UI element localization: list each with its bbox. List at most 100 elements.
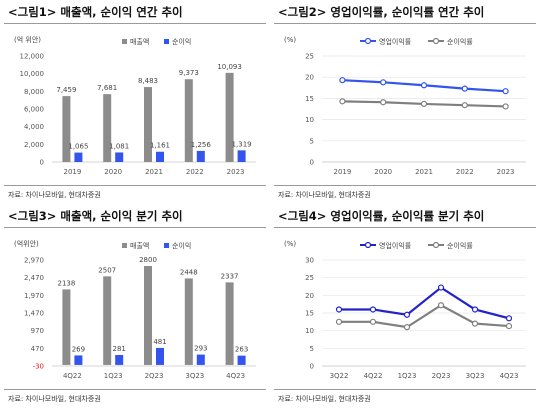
net-income-data-label: 1,319 <box>232 140 252 148</box>
legend-label-net-income: 순이익 <box>172 37 191 46</box>
legend-swatch-revenue <box>122 39 127 44</box>
x-tick-label: 2022 <box>456 168 474 176</box>
x-tick-label: 2020 <box>104 168 122 176</box>
revenue-bar <box>144 87 152 162</box>
source-note: 자료: 차이나모바일, 현대차증권 <box>8 191 101 199</box>
x-tick-label: 1Q23 <box>398 372 417 380</box>
net-margin-point <box>471 320 479 327</box>
legend-label-revenue: 매출액 <box>130 241 149 250</box>
x-tick-label: 3Q23 <box>185 372 204 380</box>
chart-title: <그림2> 영업이익률, 순이익률 연간 추이 <box>278 5 485 19</box>
legend-label-net-margin: 순이익률 <box>447 37 473 46</box>
net-income-data-label: 293 <box>194 345 207 353</box>
revenue-bar <box>225 72 234 162</box>
y-tick-label: 10 <box>305 327 314 335</box>
operating-margin-point <box>502 88 509 95</box>
legend-label-net-income: 순이익 <box>172 241 191 250</box>
operating-margin-point <box>335 306 343 313</box>
y-tick-label: 10 <box>305 116 314 124</box>
y-tick-label: 20 <box>305 292 314 300</box>
x-tick-label: 4Q22 <box>63 372 82 380</box>
net-income-data-label: 269 <box>72 345 85 353</box>
x-tick-label: 2021 <box>415 168 433 176</box>
quarterly-margin-chart: (%) 0 5 10 15 20 25 30 3Q22 4Q22 1Q23 2Q23 3Q23 4Q23 영… <box>284 240 526 380</box>
net-income-bar <box>74 355 83 365</box>
net-income-data-label: 1,081 <box>109 142 129 150</box>
legend-label-operating-margin: 영업이익률 <box>379 241 412 250</box>
net-income-bar <box>237 150 246 162</box>
revenue-bar <box>62 289 71 365</box>
revenue-bar <box>103 276 112 365</box>
y-tick-label: 15 <box>305 310 314 318</box>
x-tick-label: 4Q23 <box>500 372 519 380</box>
revenue-data-label: 2337 <box>221 272 239 280</box>
y-tick-label: 15 <box>305 95 314 103</box>
revenue-bar <box>103 94 112 162</box>
x-tick-label: 3Q23 <box>466 372 485 380</box>
revenue-bar <box>225 282 234 365</box>
net-income-bar <box>237 355 246 365</box>
net-income-bar <box>115 355 124 365</box>
y-tick-label: 8,000 <box>24 88 44 96</box>
net-margin-point <box>420 100 428 108</box>
source-note: 자료: 차이나모바일, 현대차증권 <box>8 395 101 403</box>
y-tick-label: 2,470 <box>24 274 44 282</box>
y-tick-label: 4,000 <box>24 123 44 131</box>
revenue-data-label: 2800 <box>139 256 157 264</box>
operating-margin-point <box>339 77 346 84</box>
x-tick-label: 2019 <box>63 168 81 176</box>
source-divider <box>4 389 266 390</box>
x-tick-label: 2022 <box>186 168 204 176</box>
quarterly-revenue-net-income-chart: (억위안) -30 470 970 1,470 1,970 2,470 2,970 4Q22 1Q… <box>14 239 256 380</box>
operating-margin-line <box>339 286 510 320</box>
source-divider <box>274 185 536 186</box>
operating-margin-point <box>369 306 377 313</box>
y-tick-label: 20 <box>305 74 314 82</box>
net-margin-point <box>380 99 387 106</box>
title-divider <box>274 23 536 24</box>
legend-marker-operating-margin <box>364 37 372 45</box>
net-margin-point <box>369 318 377 325</box>
operating-margin-point <box>505 315 513 322</box>
title-divider <box>4 227 266 228</box>
y-tick-label: 25 <box>305 274 314 282</box>
net-income-bar <box>115 152 124 162</box>
y-unit-label: (억위안) <box>14 239 39 248</box>
revenue-data-label: 7,459 <box>56 86 76 94</box>
y-unit-label: (%) <box>284 240 296 248</box>
net-margin-point <box>461 102 468 109</box>
net-margin-point <box>502 103 509 110</box>
revenue-data-label: 2448 <box>180 268 198 276</box>
net-margin-point <box>339 98 346 105</box>
revenue-data-label: 8,483 <box>138 77 158 85</box>
net-margin-point <box>437 302 445 309</box>
y-tick-label: 0 <box>310 159 314 167</box>
y-tick-label: 1,470 <box>24 310 44 318</box>
revenue-data-label: 2138 <box>57 279 75 287</box>
legend-swatch-net-income <box>164 39 169 44</box>
operating-margin-point <box>461 85 468 92</box>
net-income-bar <box>74 152 83 162</box>
legend-label-net-margin: 순이익률 <box>447 241 473 250</box>
x-tick-label: 2020 <box>374 168 392 176</box>
operating-margin-point <box>380 79 387 86</box>
net-margin-point <box>403 324 411 331</box>
title-divider <box>274 227 536 228</box>
chart-panel-annual-revenue: <그림1> 매출액, 순이익 연간 추이 (억 위안) 0 2,000 4,000 6,… <box>4 4 266 200</box>
legend-marker-operating-margin <box>364 241 372 249</box>
legend-marker-net-margin <box>432 37 440 45</box>
y-tick-label: 970 <box>31 327 44 335</box>
net-margin-line <box>339 303 510 329</box>
source-divider <box>274 389 536 390</box>
net-income-bar <box>196 354 205 365</box>
net-income-data-label: 1,161 <box>150 142 170 150</box>
source-note: 자료: 차이나모바일, 현대차증권 <box>278 191 371 199</box>
net-income-data-label: 263 <box>235 346 248 354</box>
operating-margin-point <box>403 311 411 318</box>
legend-label-operating-margin: 영업이익률 <box>379 37 412 46</box>
y-tick-label: 5 <box>310 137 314 145</box>
x-tick-label: 1Q23 <box>104 372 123 380</box>
y-tick-label: 1,970 <box>24 292 44 300</box>
source-note: 자료: 차이나모바일, 현대차증권 <box>278 395 371 403</box>
net-income-data-label: 1,256 <box>191 141 212 149</box>
